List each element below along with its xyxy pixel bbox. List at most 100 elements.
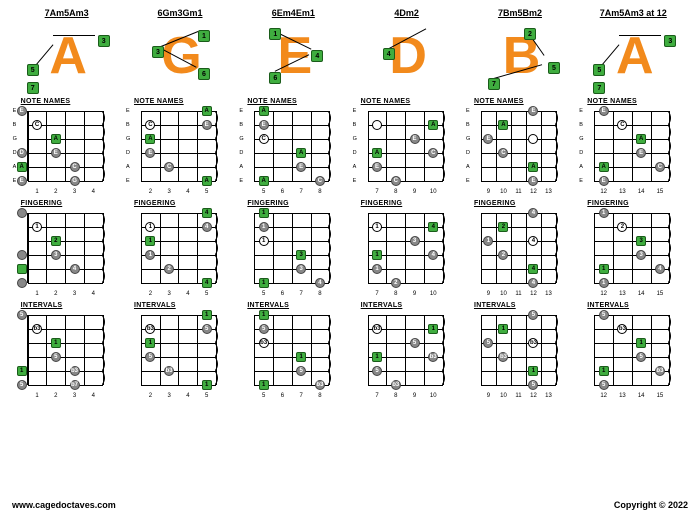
fretboard-column: FINGERING431142178910 <box>353 200 461 299</box>
fret-dot: 5 <box>51 352 61 362</box>
fret-dot: 1 <box>202 380 212 390</box>
fret-dot: b3 <box>655 366 665 376</box>
string-label: E <box>579 108 583 114</box>
shape-title: 7Am5Am3 at 12 <box>579 8 687 18</box>
fret-number: 12 <box>526 291 541 297</box>
fretboard: EBGDAEECAEAEC12131415 <box>584 107 682 197</box>
fret-dot: 4 <box>528 264 538 274</box>
fret-dot: E <box>17 176 27 186</box>
fret-dot: C <box>617 120 627 130</box>
fret-number: 6 <box>273 291 292 297</box>
string-label: D <box>126 150 130 156</box>
fret-dot: 1 <box>145 222 155 232</box>
fret-dot: 4 <box>428 250 438 260</box>
fret-number: 8 <box>311 393 330 399</box>
fretboard: 515b315b3910111213 <box>471 311 569 401</box>
fret-number: 3 <box>65 189 84 195</box>
fret-dot: 1 <box>259 208 269 218</box>
string-label: G <box>13 136 17 142</box>
fret-dot: 1 <box>296 352 306 362</box>
string-label: A <box>353 164 357 170</box>
fret-dot: 1 <box>599 208 609 218</box>
fretboard-column: FINGERING44112412345 <box>126 200 234 299</box>
shape-dot: 5 <box>593 64 605 76</box>
fret-dot: 3 <box>51 250 61 260</box>
shape-dot: 1 <box>269 28 281 40</box>
fret-dot: 5 <box>17 380 27 390</box>
fret-dot: 3 <box>410 236 420 246</box>
fretboard-column: INTERVALS515b315b3910111213 <box>466 302 574 401</box>
string-label: E <box>353 178 357 184</box>
fret-dot: 5 <box>636 352 646 362</box>
fret-dot: 2 <box>498 222 508 232</box>
fret-dot <box>372 120 382 130</box>
fret-dot: C <box>391 176 401 186</box>
shape-cell: B257 <box>466 20 574 92</box>
fret-dot: A <box>498 120 508 130</box>
fretboard: 1515b31b32345 <box>131 311 229 401</box>
fret-dot <box>528 134 538 144</box>
fretboard-column: INTERVALS1515b31b32345 <box>126 302 234 401</box>
fret-dot: 5 <box>599 380 609 390</box>
fret-number: 3 <box>160 291 179 297</box>
fret-dot: A <box>259 106 269 116</box>
fret-dot: 2 <box>391 278 401 288</box>
string-label: G <box>126 136 130 142</box>
fret-number: 7 <box>292 393 311 399</box>
section-label: INTERVALS <box>579 302 687 309</box>
fret-dot: 1 <box>498 324 508 334</box>
fretboard-edge-wave <box>102 111 107 181</box>
fret-dot: 5 <box>296 366 306 376</box>
fret-number: 3 <box>160 393 179 399</box>
fret-dot: 1 <box>259 278 269 288</box>
fret-dot: E <box>202 120 212 130</box>
fretboard: 11133145678 <box>244 209 342 299</box>
fretboard-edge-wave <box>215 111 220 181</box>
fret-dot: C <box>259 134 269 144</box>
fret-dot: A <box>599 162 609 172</box>
grid-row-finger: FINGERING12341234FINGERING44112412345FIN… <box>10 200 690 299</box>
section-label: FINGERING <box>13 200 121 207</box>
fret-dot: 3 <box>636 236 646 246</box>
shapes-row: A357G136E146D4B257A357 <box>10 20 690 92</box>
fret-dot: E <box>528 106 538 116</box>
string-label: B <box>353 122 357 128</box>
fretboard-edge-wave <box>555 315 560 385</box>
fret-number: 9 <box>405 189 424 195</box>
fret-number: 2 <box>46 393 65 399</box>
fret-dot: 1 <box>372 352 382 362</box>
fret-dot: A <box>372 148 382 158</box>
shape-dot: 3 <box>152 46 164 58</box>
fret-dot <box>17 278 27 288</box>
fret-dot: 5 <box>528 380 538 390</box>
string-label: E <box>126 108 130 114</box>
fret-dot: A <box>259 176 269 186</box>
section-label: FINGERING <box>353 200 461 207</box>
footer-url: www.cagedoctaves.com <box>12 500 116 510</box>
string-label: D <box>353 150 357 156</box>
string-label: B <box>239 122 243 128</box>
shape-letter: G <box>161 26 198 86</box>
fret-dot: E <box>372 162 382 172</box>
fretboard: 4212444910111213 <box>471 209 569 299</box>
fretboard-column: INTERVALS1515b3b3b378910 <box>353 302 461 401</box>
fretboard-column: FINGERING4212444910111213 <box>466 200 574 299</box>
string-label: E <box>239 108 243 114</box>
fret-dot: 3 <box>296 250 306 260</box>
fret-number: 9 <box>405 291 424 297</box>
fret-number: 13 <box>613 189 632 195</box>
fret-dot <box>17 250 27 260</box>
section-label: FINGERING <box>126 200 234 207</box>
fret-dot: 4 <box>528 208 538 218</box>
string-label: E <box>466 108 470 114</box>
fretboard-column: INTERVALS5b31515b312131415 <box>579 302 687 401</box>
section-label: INTERVALS <box>13 302 121 309</box>
fret-number: 13 <box>613 291 632 297</box>
fretboard-edge-wave <box>442 315 447 385</box>
fret-dot: C <box>164 162 174 172</box>
shape-dot: 3 <box>98 35 110 47</box>
fret-dot: 5 <box>599 310 609 320</box>
fret-number: 14 <box>632 393 651 399</box>
fret-number: 3 <box>65 393 84 399</box>
section-label: NOTE NAMES <box>239 98 347 105</box>
